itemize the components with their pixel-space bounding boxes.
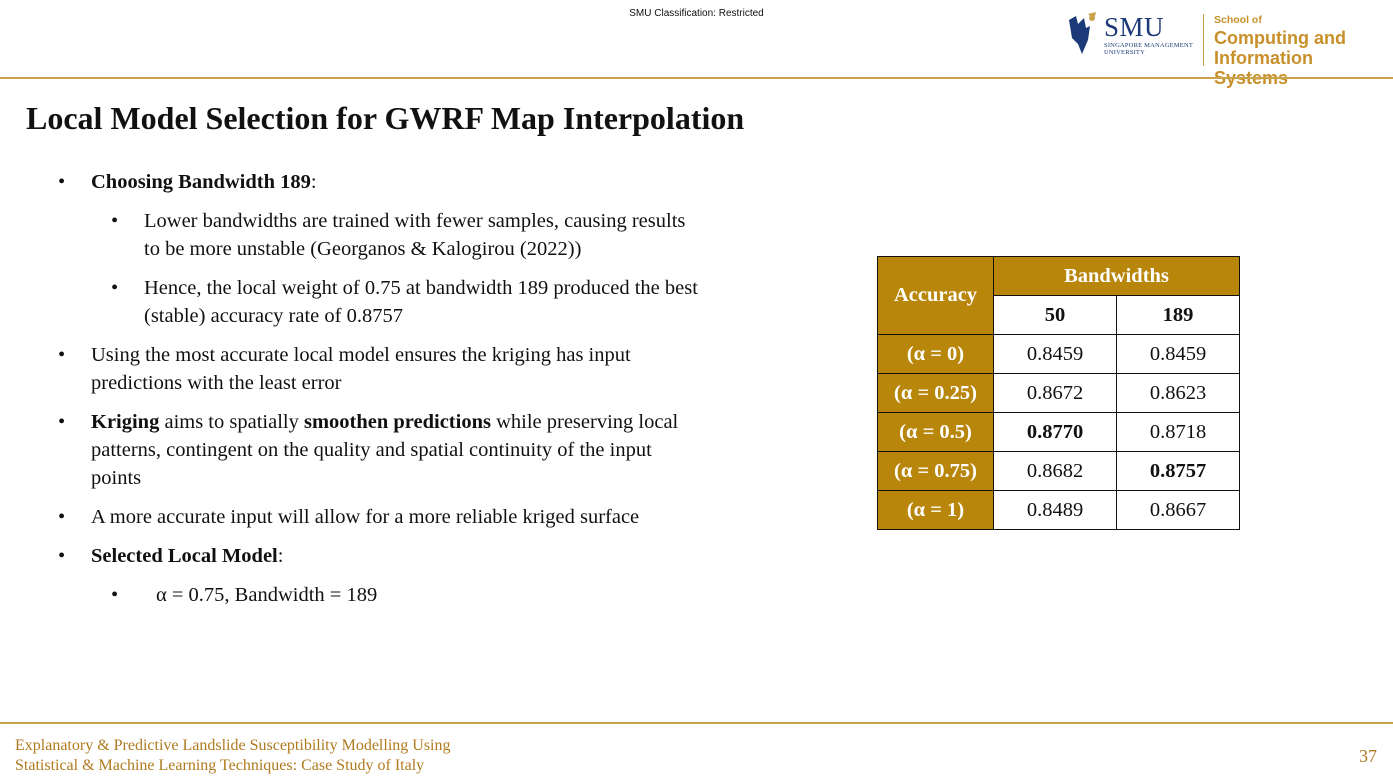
footer-title: Explanatory & Predictive Landslide Susce… xyxy=(15,736,451,776)
bullet-selected-model: • Selected Local Model: xyxy=(58,542,698,570)
sub-bullet-selected-params: • α = 0.75, Bandwidth = 189 xyxy=(58,581,698,609)
footer-rule xyxy=(0,722,1393,724)
school-name-line2: Information Systems xyxy=(1214,48,1313,88)
table-row: (α = 0.5) 0.8770 0.8718 xyxy=(877,412,1240,452)
bullet-kriging: • Kriging aims to spatially smoothen pre… xyxy=(58,408,698,492)
bullet-dot: • xyxy=(58,545,66,567)
bullet-dot: • xyxy=(58,171,66,193)
table-cell: 0.8459 xyxy=(1116,334,1240,374)
selected-model-bold: Selected Local Model xyxy=(91,545,278,567)
table-cell: 0.8667 xyxy=(1116,490,1240,530)
table-cell: 0.8459 xyxy=(993,334,1117,374)
school-name: Computing and Information Systems xyxy=(1214,28,1386,88)
bandwidths-header: Bandwidths xyxy=(993,256,1240,296)
table-cell: 0.8623 xyxy=(1116,373,1240,413)
row-label: (α = 0) xyxy=(877,334,994,374)
kriging-mid: aims to spatially xyxy=(159,411,304,433)
row-label: (α = 0.5) xyxy=(877,412,994,452)
table-row: (α = 0.75) 0.8682 0.8757 xyxy=(877,451,1240,491)
smu-lion-icon xyxy=(1069,12,1096,54)
row-label: (α = 0.25) xyxy=(877,373,994,413)
bullet-text: Using the most accurate local model ensu… xyxy=(91,344,631,394)
bullet-bandwidth-rest: : xyxy=(310,171,317,193)
bullet-bandwidth-bold: Choosing Bandwidth 189 xyxy=(91,171,311,193)
row-label: (α = 1) xyxy=(877,490,994,530)
smoothen-bold: smoothen predictions xyxy=(303,411,491,433)
logo-divider xyxy=(1203,14,1204,66)
accuracy-table: Accuracy Bandwidths 50 189 (α = 0) 0.845… xyxy=(877,256,1240,530)
bullet-bandwidth: • Choosing Bandwidth 189: xyxy=(58,168,698,196)
header-logo: SMU SINGAPORE MANAGEMENT UNIVERSITY Scho… xyxy=(1066,8,1386,88)
school-name-line1: Computing and xyxy=(1214,28,1346,48)
sub-bullet-text: Hence, the local weight of 0.75 at bandw… xyxy=(144,277,698,327)
table-corner-header: Accuracy xyxy=(877,256,994,335)
bullet-accurate-model: • Using the most accurate local model en… xyxy=(58,341,698,397)
table-cell: 0.8682 xyxy=(993,451,1117,491)
bullet-dot: • xyxy=(111,277,119,299)
smu-subtitle: SINGAPORE MANAGEMENT UNIVERSITY xyxy=(1104,42,1193,56)
kriging-bold: Kriging xyxy=(91,411,160,433)
selected-model-rest: : xyxy=(277,545,284,567)
table-row: (α = 0) 0.8459 0.8459 xyxy=(877,334,1240,374)
column-header-50: 50 xyxy=(993,295,1117,335)
table-cell-best-189: 0.8757 xyxy=(1116,451,1240,491)
table-row: (α = 1) 0.8489 0.8667 xyxy=(877,490,1240,530)
sub-bullet-text: α = 0.75, Bandwidth = 189 xyxy=(156,584,378,606)
header-rule xyxy=(0,77,1393,79)
bullet-dot: • xyxy=(58,411,66,433)
smu-wordmark: SMU xyxy=(1104,12,1165,42)
row-label: (α = 0.75) xyxy=(877,451,994,491)
sub-bullet-lower-bandwidths: • Lower bandwidths are trained with fewe… xyxy=(58,207,698,263)
bullet-accurate-input: • A more accurate input will allow for a… xyxy=(58,503,698,531)
sub-bullet-local-weight: • Hence, the local weight of 0.75 at ban… xyxy=(58,274,698,330)
table-header-row: Accuracy Bandwidths xyxy=(877,256,1240,335)
table-cell: 0.8672 xyxy=(993,373,1117,413)
table-cell: 0.8489 xyxy=(993,490,1117,530)
kriging-rest: while preserving local patterns, conting… xyxy=(91,411,679,489)
bullet-text: A more accurate input will allow for a m… xyxy=(91,506,640,528)
table-row: (α = 0.25) 0.8672 0.8623 xyxy=(877,373,1240,413)
bullet-list: • Choosing Bandwidth 189: • Lower bandwi… xyxy=(58,168,698,620)
bullet-dot: • xyxy=(58,344,66,366)
school-of-label: School of xyxy=(1214,14,1262,26)
smu-sub-line1: SINGAPORE MANAGEMENT xyxy=(1104,42,1194,49)
footer-line1: Explanatory & Predictive Landslide Susce… xyxy=(15,737,451,754)
page-number: 37 xyxy=(1359,746,1377,766)
classification-label: SMU Classification: Restricted xyxy=(629,8,764,19)
bullet-dot: • xyxy=(111,584,119,606)
table-subheader-row: 50 189 xyxy=(878,295,1240,335)
footer-line2: Statistical & Machine Learning Technique… xyxy=(15,757,425,774)
bullet-dot: • xyxy=(111,210,119,232)
bullet-dot: • xyxy=(58,506,66,528)
smu-sub-line2: UNIVERSITY xyxy=(1104,49,1145,56)
column-header-189: 189 xyxy=(1116,295,1240,335)
table-cell-best-50: 0.8770 xyxy=(993,412,1117,452)
slide-title: Local Model Selection for GWRF Map Inter… xyxy=(26,100,745,136)
table-cell: 0.8718 xyxy=(1116,412,1240,452)
sub-bullet-text: Lower bandwidths are trained with fewer … xyxy=(144,210,686,260)
